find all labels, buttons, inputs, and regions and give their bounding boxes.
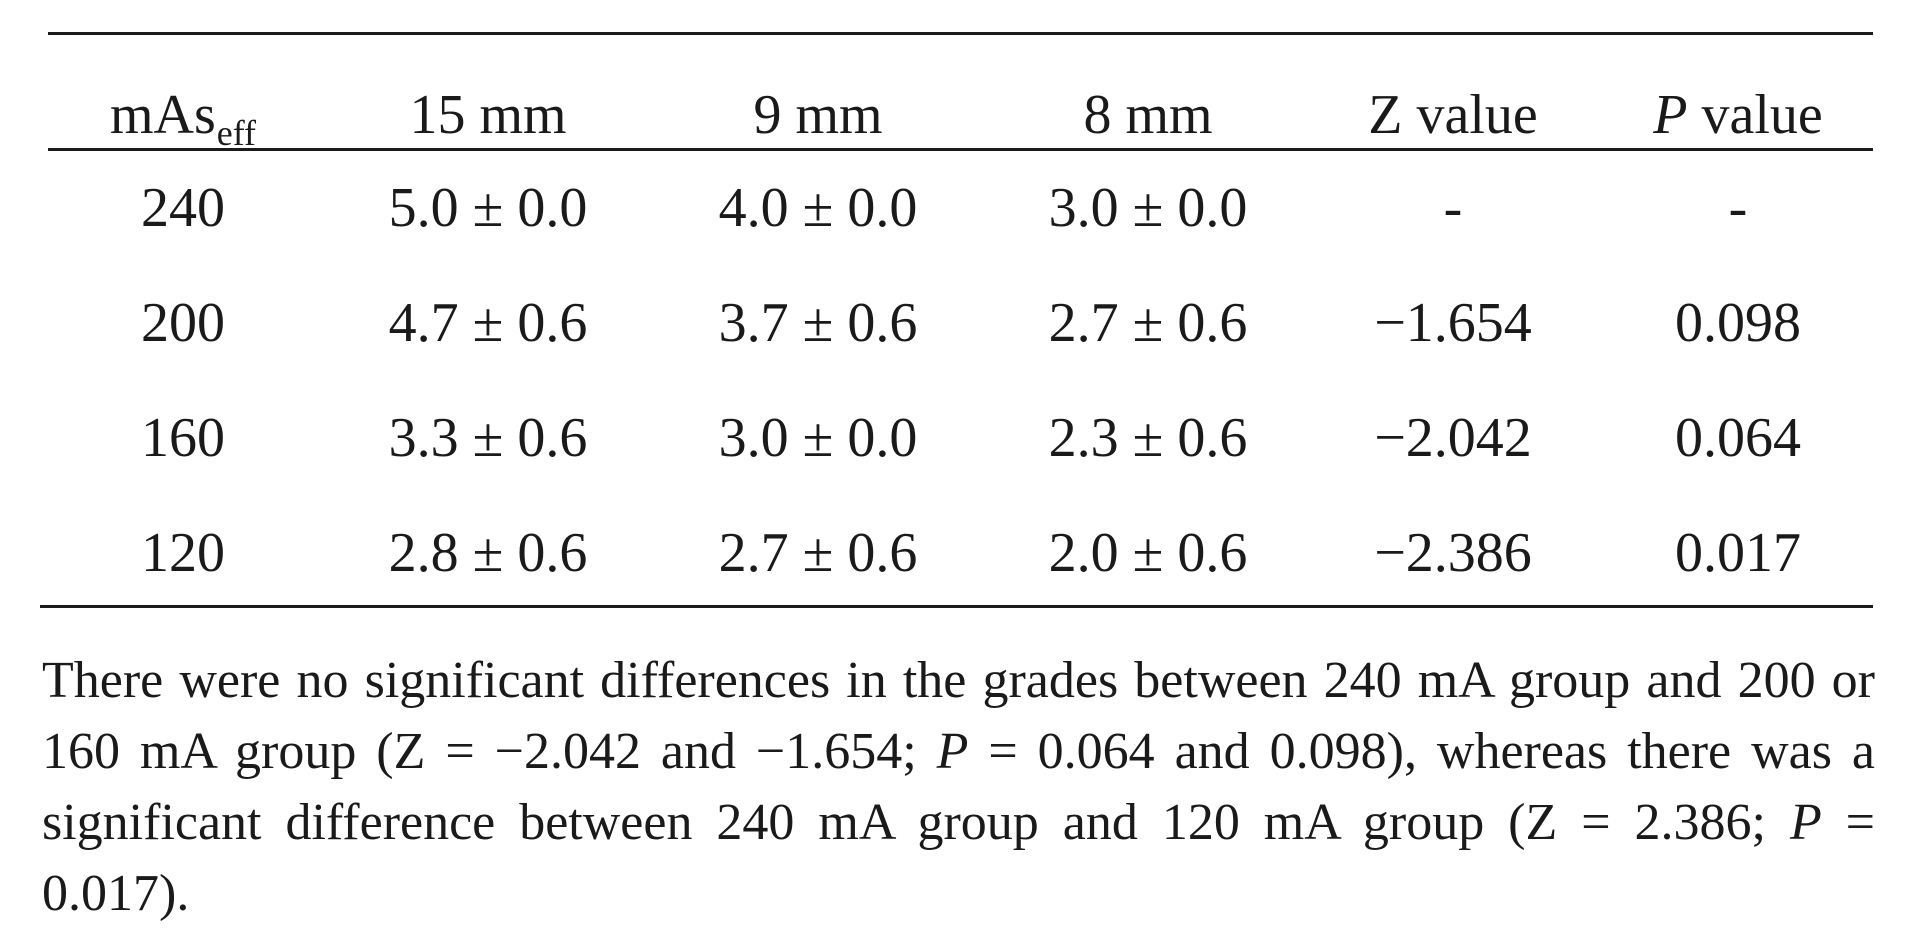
table-header-row: mAseff 15 mm 9 mm 8 mm Z value P value xyxy=(48,84,1873,153)
cell-15mm: 2.8 ± 0.6 xyxy=(388,522,588,584)
cell-9mm: 4.0 ± 0.0 xyxy=(718,177,918,239)
cell-mas: 240 xyxy=(141,177,225,239)
header-15mm: 15 mm xyxy=(409,84,567,146)
table-row: 240 5.0 ± 0.0 4.0 ± 0.0 3.0 ± 0.0 - - xyxy=(48,178,1873,238)
table-top-rule xyxy=(48,32,1873,35)
cell-p-value: 0.098 xyxy=(1675,292,1801,354)
cell-z-value: −2.042 xyxy=(1374,407,1532,469)
header-9mm: 9 mm xyxy=(753,84,883,146)
cell-mas: 120 xyxy=(141,522,225,584)
cell-8mm: 2.0 ± 0.6 xyxy=(1048,522,1248,584)
cell-9mm: 3.0 ± 0.0 xyxy=(718,407,918,469)
header-8mm: 8 mm xyxy=(1083,84,1213,146)
cell-z-value: −1.654 xyxy=(1374,292,1532,354)
cell-15mm: 4.7 ± 0.6 xyxy=(388,292,588,354)
cell-15mm: 3.3 ± 0.6 xyxy=(388,407,588,469)
cell-mas: 160 xyxy=(141,407,225,469)
header-z-value: Z value xyxy=(1368,84,1538,146)
table-header-rule xyxy=(48,148,1873,151)
cell-8mm: 3.0 ± 0.0 xyxy=(1048,177,1248,239)
header-p-value: P value xyxy=(1653,84,1823,146)
cell-9mm: 3.7 ± 0.6 xyxy=(718,292,918,354)
cell-8mm: 2.3 ± 0.6 xyxy=(1048,407,1248,469)
table-footnote: There were no significant differences in… xyxy=(42,652,1875,922)
cell-p-value: 0.064 xyxy=(1675,407,1801,469)
table-row: 160 3.3 ± 0.6 3.0 ± 0.0 2.3 ± 0.6 −2.042… xyxy=(48,408,1873,468)
cell-9mm: 2.7 ± 0.6 xyxy=(718,522,918,584)
cell-z-value: −2.386 xyxy=(1374,522,1532,584)
cell-15mm: 5.0 ± 0.0 xyxy=(388,177,588,239)
cell-p-value: - xyxy=(1728,177,1748,239)
header-mas-eff: mAseff xyxy=(109,84,257,153)
cell-8mm: 2.7 ± 0.6 xyxy=(1048,292,1248,354)
cell-z-value: - xyxy=(1443,177,1463,239)
table-row: 120 2.8 ± 0.6 2.7 ± 0.6 2.0 ± 0.6 −2.386… xyxy=(48,523,1873,583)
table-bottom-rule xyxy=(40,605,1873,608)
table-row: 200 4.7 ± 0.6 3.7 ± 0.6 2.7 ± 0.6 −1.654… xyxy=(48,293,1873,353)
cell-mas: 200 xyxy=(141,292,225,354)
cell-p-value: 0.017 xyxy=(1675,522,1801,584)
